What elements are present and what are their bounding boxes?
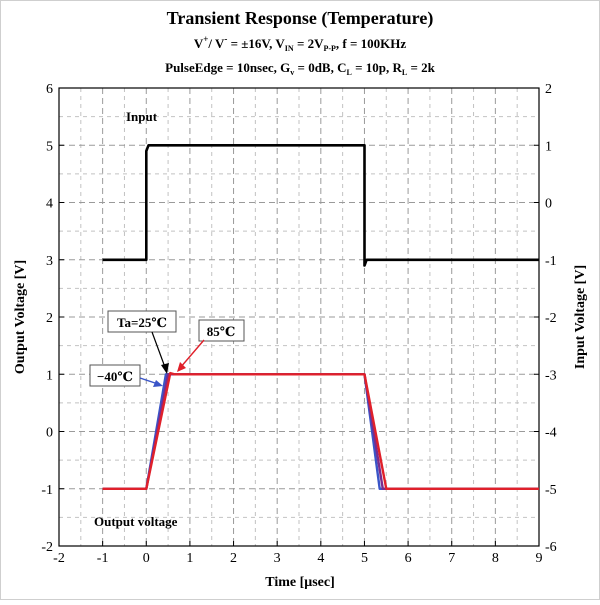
ta25-arrowhead — [161, 363, 169, 374]
right-y-tick-label: 0 — [545, 197, 552, 212]
x-tick-label: -2 — [53, 551, 65, 566]
input-annotation: Input — [126, 109, 158, 124]
x-tick-label: 1 — [186, 551, 193, 566]
t85-callout: 85℃ — [177, 319, 245, 372]
right-y-tick-label: -6 — [545, 540, 557, 555]
left-y-tick-label: -1 — [41, 483, 53, 498]
right-y-tick-label: 1 — [545, 139, 552, 154]
left-y-tick-label: -2 — [41, 540, 53, 555]
x-tick-label: 4 — [317, 551, 324, 566]
x-tick-label: 0 — [143, 551, 150, 566]
right-y-tick-label: -4 — [545, 426, 557, 441]
chart-title: Transient Response (Temperature) — [167, 8, 434, 29]
x-tick-label: 9 — [536, 551, 543, 566]
x-tick-label: 6 — [405, 551, 412, 566]
t85-arrowhead — [177, 362, 186, 372]
ta25-label: Ta=25℃ — [117, 315, 167, 330]
t85-callout-box — [198, 319, 245, 342]
ta25-callout-box — [107, 310, 177, 333]
x-tick-label: 2 — [230, 551, 237, 566]
left-y-tick-label: 0 — [46, 426, 53, 441]
tm40-label: −40℃ — [97, 369, 133, 384]
x-tick-label: 8 — [492, 551, 499, 566]
left-y-tick-label: 5 — [46, 139, 53, 154]
x-tick-label: 3 — [274, 551, 281, 566]
right-axis-label: Input Voltage [V] — [573, 265, 588, 369]
left-y-tick-label: 6 — [46, 82, 53, 97]
output-voltage-annotation: Output voltage — [94, 514, 178, 529]
left-axis-ticks: -2 -1 0 1 2 3 4 5 6 — [41, 82, 64, 555]
x-tick-label: 5 — [361, 551, 368, 566]
tm40-callout: −40℃ — [89, 364, 163, 387]
right-y-tick-label: -3 — [545, 368, 557, 383]
t85-arrow — [179, 339, 205, 369]
chart-subtitle-2: PulseEdge = 10nsec, Gv = 0dB, CL = 10p, … — [165, 60, 435, 77]
left-y-tick-label: 4 — [46, 197, 53, 212]
tm40-arrowhead — [153, 380, 163, 387]
left-axis-label: Output Voltage [V] — [13, 260, 28, 374]
series-line-input — [102, 144, 539, 267]
series-lines — [102, 144, 539, 490]
x-axis-label: Time [μsec] — [265, 575, 335, 590]
left-y-tick-label: 2 — [46, 311, 53, 326]
x-tick-label: -1 — [97, 551, 109, 566]
left-y-tick-label: 3 — [46, 254, 53, 269]
right-y-tick-label: -2 — [545, 311, 557, 326]
chart-subtitle-1: V+/ V- = ±16V, VIN = 2VP-P, f = 100KHz — [194, 34, 407, 53]
ta25-arrow — [151, 331, 167, 371]
x-axis-ticks: -2 -1 0 1 2 3 4 5 6 7 8 9 — [53, 541, 543, 566]
t85-label: 85℃ — [207, 324, 236, 339]
right-axis-ticks: -6 -5 -4 -3 -2 -1 0 1 2 — [534, 82, 557, 555]
right-y-tick-label: 2 — [545, 82, 552, 97]
tm40-callout-box — [89, 364, 141, 387]
right-y-tick-label: -5 — [545, 483, 557, 498]
right-y-tick-label: -1 — [545, 254, 557, 269]
ta25-callout: Ta=25℃ — [107, 310, 177, 374]
x-tick-label: 7 — [448, 551, 455, 566]
left-y-tick-label: 1 — [46, 368, 53, 383]
series-line-85 — [102, 371, 539, 490]
